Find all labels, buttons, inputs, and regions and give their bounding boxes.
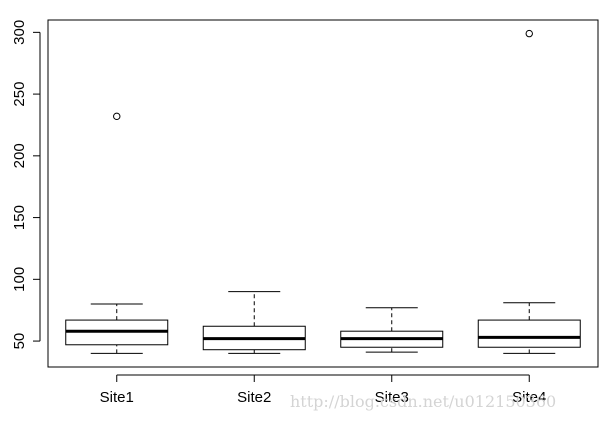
box-site1 [65,112,169,354]
box-site3 [340,307,444,353]
box-iqr [477,319,581,348]
box-site4 [477,29,581,354]
outlier-point [113,112,121,121]
boxes-group [65,29,581,354]
x-tick-label: Site1 [100,389,134,406]
x-axis: Site1 Site2 Site3 Site4 [100,374,546,406]
y-tick-label: 200 [11,143,28,168]
plot-frame [47,19,599,368]
y-tick-label: 50 [11,333,28,350]
x-tick-label: Site3 [375,389,409,406]
x-tick-label: Site4 [512,389,546,406]
watermark-text: http://blog.csdn.net/u012150360 [290,392,556,411]
x-tick-label: Site2 [237,389,271,406]
y-tick-label: 100 [11,267,28,292]
y-tick-label: 250 [11,82,28,107]
y-tick-label: 150 [11,205,28,230]
outlier-point [525,29,533,38]
box-site2 [202,291,306,354]
y-axis: 50 100 150 200 250 300 [11,20,41,350]
y-tick-label: 300 [11,20,28,45]
